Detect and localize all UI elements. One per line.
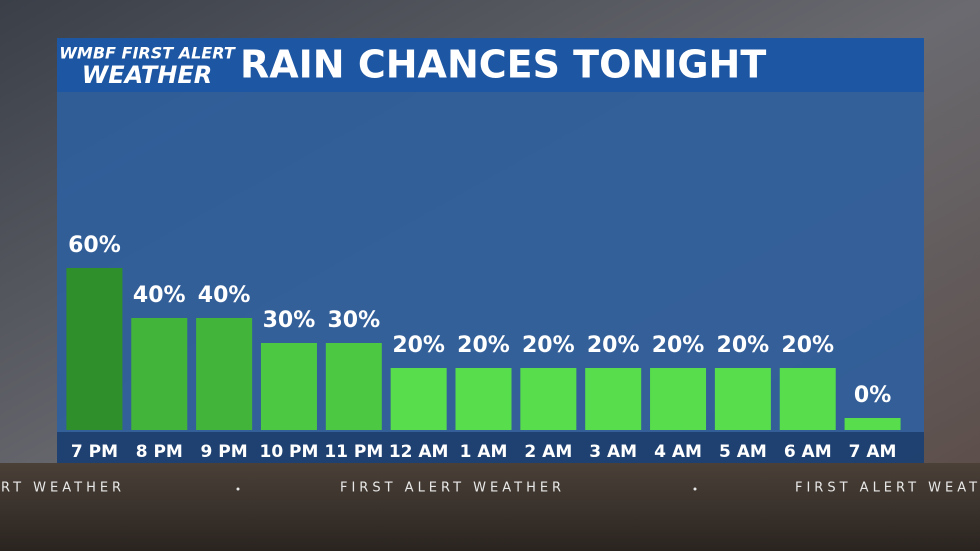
bar [131,318,188,430]
brand-top: WMBF FIRST ALERT [59,44,236,63]
value-label: 20% [717,333,770,358]
ticker-text: FIRST ALERT WEATHER [795,481,980,496]
bar [585,368,642,430]
value-label: 20% [587,333,640,358]
x-tick-label: 5 AM [719,442,767,462]
value-label: 20% [392,333,445,358]
value-label: 60% [68,233,121,258]
value-label: 20% [457,333,510,358]
bar [390,368,447,430]
value-label: 20% [652,333,705,358]
value-label: 0% [854,383,891,408]
x-tick-label: 3 AM [589,442,637,462]
x-tick-label: 2 AM [524,442,572,462]
x-tick-label: 1 AM [460,442,508,462]
ticker-text: FIRST ALERT WEATHER [0,481,125,496]
x-tick-label: 9 PM [201,442,248,462]
ticker-dot [693,487,697,491]
x-tick-label: 10 PM [259,442,318,462]
brand-bottom: WEATHER [82,61,212,89]
x-tick-label: 6 AM [784,442,832,462]
bar [520,368,577,430]
bar [260,343,317,430]
bar [66,268,123,430]
ticker-text: FIRST ALERT WEATHER [340,481,565,496]
value-label: 30% [327,308,380,333]
bar [779,368,836,430]
value-label: 40% [198,283,251,308]
x-tick-label: 8 PM [136,442,183,462]
bar [196,318,253,430]
bar [455,368,512,430]
x-tick-label: 7 AM [849,442,897,462]
x-tick-label: 4 AM [654,442,702,462]
background-sea [0,463,980,551]
x-tick-label: 11 PM [324,442,383,462]
value-label: 20% [522,333,575,358]
value-label: 30% [263,308,316,333]
value-label: 20% [781,333,834,358]
label-strip [57,432,924,463]
title-bar [57,38,924,92]
bar [714,368,771,430]
bar [650,368,707,430]
chart-title: RAIN CHANCES TONIGHT [240,43,766,87]
value-label: 40% [133,283,186,308]
x-tick-label: 12 AM [389,442,449,462]
x-tick-label: 7 PM [71,442,118,462]
bar [844,418,901,430]
bar [325,343,382,430]
ticker-dot [236,487,240,491]
